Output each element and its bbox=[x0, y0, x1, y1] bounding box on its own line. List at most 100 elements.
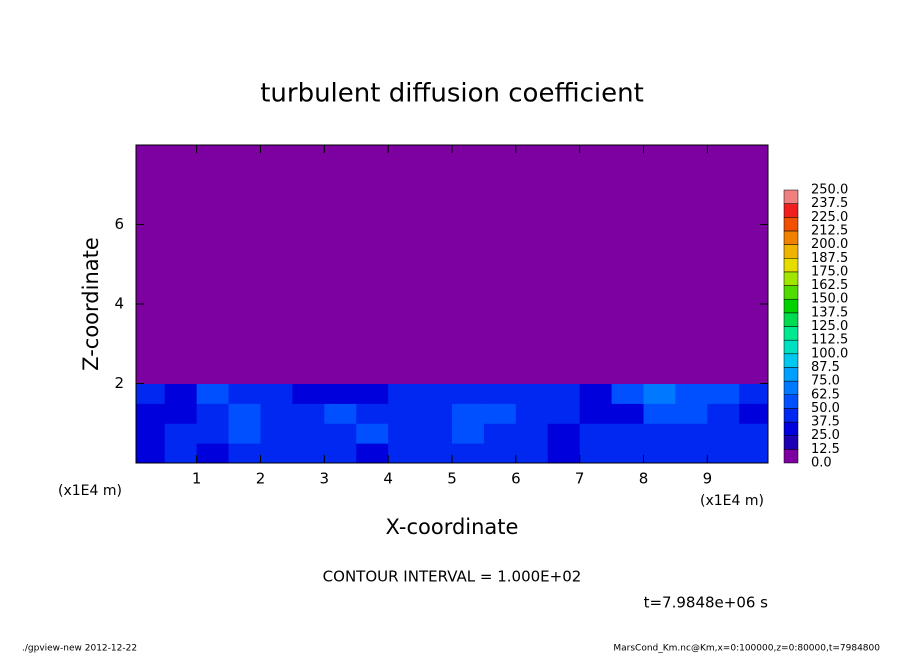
colorbar-swatch bbox=[783, 408, 799, 423]
colorbar-swatch bbox=[783, 367, 799, 382]
x-tick-label: 7 bbox=[575, 470, 585, 488]
colorbar-label: 50.0 bbox=[811, 401, 840, 416]
colorbar-label: 12.5 bbox=[811, 442, 840, 457]
x-tick-label: 8 bbox=[639, 470, 649, 488]
colorbar-swatch bbox=[783, 217, 799, 232]
field-cell bbox=[356, 145, 389, 384]
field bbox=[136, 145, 768, 463]
x-unit-label: (x1E4 m) bbox=[58, 483, 122, 499]
colorbar-swatch bbox=[783, 435, 799, 450]
field-cell bbox=[643, 383, 676, 404]
colorbar-swatch bbox=[783, 394, 799, 409]
colorbar-label: 75.0 bbox=[811, 374, 840, 389]
field-cell bbox=[388, 443, 421, 463]
colorbar-swatch bbox=[783, 189, 799, 204]
field-cell bbox=[420, 145, 453, 384]
colorbar-label: 212.5 bbox=[811, 223, 848, 238]
x-tick-label: 1 bbox=[192, 470, 202, 488]
field-cell bbox=[675, 403, 708, 424]
field-cell bbox=[483, 423, 517, 444]
field-cell bbox=[707, 403, 740, 424]
field-cell bbox=[452, 423, 485, 444]
x-axis-label: X-coordinate bbox=[386, 515, 519, 539]
field-cell bbox=[452, 145, 485, 384]
field-cell bbox=[324, 383, 357, 404]
field-cell bbox=[164, 423, 198, 444]
field-cell bbox=[707, 443, 740, 463]
field-cell bbox=[292, 145, 325, 384]
field-cell bbox=[196, 383, 230, 404]
colorbar-label: 187.5 bbox=[811, 251, 848, 266]
field-cell bbox=[136, 443, 166, 463]
field-cell bbox=[164, 145, 198, 384]
x-tick-label: 6 bbox=[511, 470, 521, 488]
field-cell bbox=[739, 403, 768, 424]
field-cell bbox=[228, 145, 261, 384]
colorbar-swatch bbox=[783, 312, 799, 327]
field-cell bbox=[420, 403, 453, 424]
colorbar-swatch bbox=[783, 230, 799, 245]
colorbar-label: 250.0 bbox=[811, 183, 848, 198]
y-tick-label: 4 bbox=[114, 295, 124, 313]
field-cell bbox=[483, 443, 517, 463]
colorbar-label: 25.0 bbox=[811, 428, 840, 443]
colorbar-swatch bbox=[783, 380, 799, 396]
colorbar-label: 237.5 bbox=[811, 196, 848, 211]
colorbar-label: 150.0 bbox=[811, 292, 848, 307]
colorbar-label: 200.0 bbox=[811, 237, 848, 252]
colorbar-swatch bbox=[783, 339, 799, 355]
field-cell bbox=[136, 403, 166, 424]
field-cell bbox=[228, 403, 261, 424]
colorbar-label: 225.0 bbox=[811, 210, 848, 225]
field-cell bbox=[356, 423, 389, 444]
field-cell bbox=[483, 403, 517, 424]
colorbar-swatch bbox=[783, 449, 799, 464]
field-cell bbox=[388, 403, 421, 424]
field-cell bbox=[547, 145, 581, 384]
field-cell bbox=[452, 383, 485, 404]
field-cell bbox=[420, 383, 453, 404]
x-tick-label: 3 bbox=[320, 470, 330, 488]
field-cell bbox=[707, 383, 740, 404]
colorbar-label: 62.5 bbox=[811, 387, 840, 402]
field-cell bbox=[196, 145, 230, 384]
field-cell bbox=[136, 383, 166, 404]
field-cell bbox=[388, 423, 421, 444]
field-cell bbox=[611, 423, 645, 444]
colorbar-label: 125.0 bbox=[811, 319, 848, 334]
field-cell bbox=[515, 423, 549, 444]
colorbar-label: 137.5 bbox=[811, 305, 848, 320]
footer-right: MarsCond_Km.nc@Km,x=0:100000,z=0:80000,t… bbox=[613, 644, 880, 654]
colorbar-label: 87.5 bbox=[811, 360, 840, 375]
field-cell bbox=[136, 423, 166, 444]
field-cell bbox=[356, 383, 389, 404]
field-cell bbox=[292, 423, 325, 444]
field-cell bbox=[579, 403, 613, 424]
y-tick-label: 6 bbox=[114, 215, 124, 233]
y-tick-label: 2 bbox=[114, 374, 124, 392]
field-cell bbox=[547, 423, 581, 444]
field-cell bbox=[739, 423, 768, 444]
field-cell bbox=[228, 423, 261, 444]
field-cell bbox=[483, 145, 517, 384]
field-cell bbox=[515, 145, 549, 384]
field-cell bbox=[388, 145, 421, 384]
x-tick-label: 2 bbox=[256, 470, 266, 488]
field-cell bbox=[292, 443, 325, 463]
field-cell bbox=[643, 443, 676, 463]
field-cell bbox=[579, 145, 613, 384]
field-cell bbox=[643, 423, 676, 444]
field-cell bbox=[164, 443, 198, 463]
field-cell bbox=[579, 423, 613, 444]
x-tick-label: 5 bbox=[447, 470, 457, 488]
field-cell bbox=[707, 145, 740, 384]
field-cell bbox=[675, 443, 708, 463]
colorbar-swatch bbox=[783, 285, 799, 300]
field-cell bbox=[420, 423, 453, 444]
field-cell bbox=[356, 443, 389, 463]
field-cell bbox=[388, 383, 421, 404]
field-cell bbox=[547, 443, 581, 463]
field-cell bbox=[675, 145, 708, 384]
field-cell bbox=[324, 423, 357, 444]
